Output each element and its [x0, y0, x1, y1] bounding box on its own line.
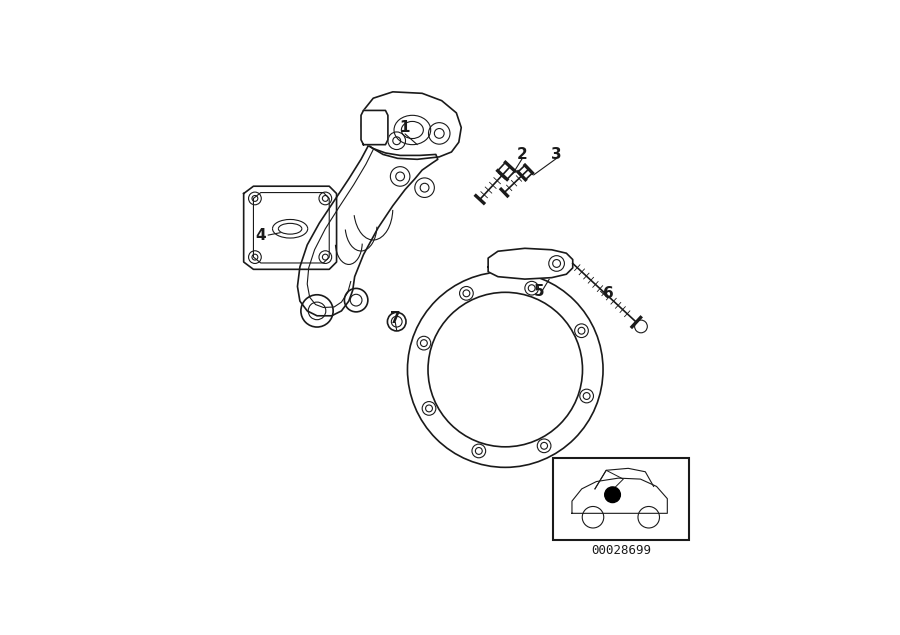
- Text: 00028699: 00028699: [591, 544, 651, 557]
- Polygon shape: [361, 110, 388, 145]
- Polygon shape: [572, 478, 667, 513]
- Polygon shape: [244, 186, 337, 269]
- Text: 3: 3: [552, 147, 562, 162]
- Circle shape: [605, 487, 620, 502]
- Text: 2: 2: [517, 147, 527, 162]
- Polygon shape: [361, 92, 461, 159]
- Polygon shape: [488, 248, 572, 279]
- Text: 5: 5: [535, 284, 544, 299]
- Bar: [554, 458, 689, 540]
- Polygon shape: [298, 145, 437, 316]
- Text: 6: 6: [603, 286, 613, 301]
- Text: 7: 7: [390, 311, 400, 326]
- Text: 4: 4: [256, 227, 266, 243]
- Text: 1: 1: [400, 120, 410, 135]
